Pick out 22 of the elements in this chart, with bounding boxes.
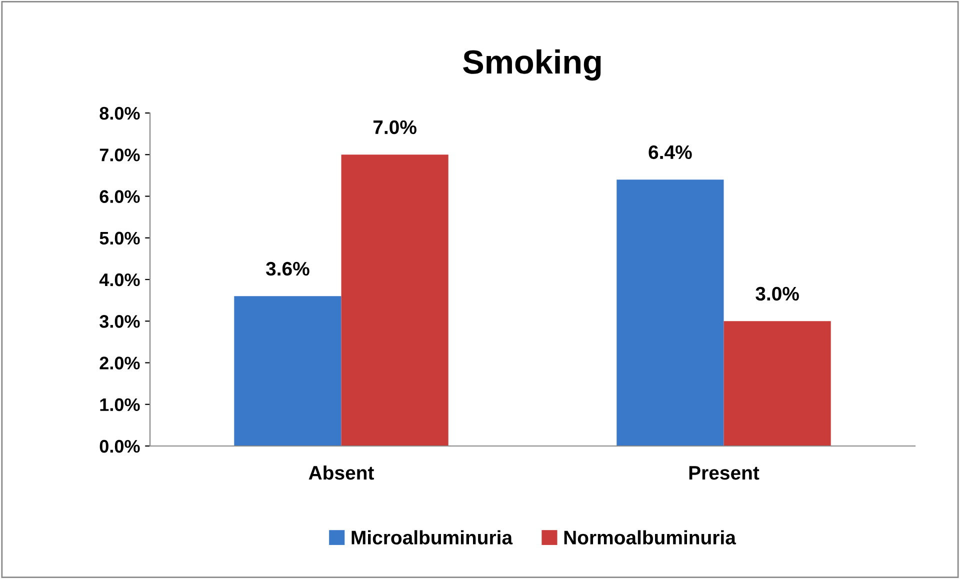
y-tick-label: 0.0% <box>100 440 140 453</box>
data-label: 6.4% <box>648 145 692 160</box>
x-tick-label: Absent <box>308 465 374 480</box>
data-label: 3.0% <box>756 286 799 301</box>
y-tick-label: 6.0% <box>100 190 140 203</box>
bar <box>341 154 448 446</box>
y-tick-label: 7.0% <box>100 148 140 162</box>
y-tick-label: 3.0% <box>100 315 140 328</box>
bar <box>724 321 831 446</box>
data-label: 7.0% <box>373 120 416 134</box>
legend-label: Microalbuminuria <box>352 530 513 544</box>
y-tick-label: 8.0% <box>100 106 140 120</box>
y-tick-label: 5.0% <box>100 232 140 245</box>
bar <box>616 180 724 446</box>
x-tick-label: Present <box>689 466 760 480</box>
data-label: 3.6% <box>266 262 310 276</box>
legend-label: Normoalbuminuria <box>564 530 736 544</box>
y-tick-label: 2.0% <box>100 356 140 370</box>
bar <box>234 296 342 446</box>
y-tick-label: 4.0% <box>99 273 140 286</box>
y-tick-label: 1.0% <box>100 398 140 412</box>
chart-title: Smoking <box>463 49 601 81</box>
